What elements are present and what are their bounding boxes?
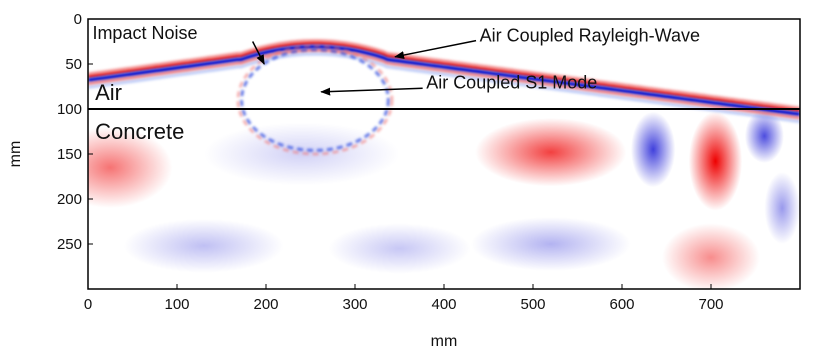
x-tick-label: 700 <box>698 296 723 313</box>
x-tick-label: 500 <box>520 296 545 313</box>
field-blob-positive <box>88 127 173 208</box>
y-tick-label: 100 <box>57 101 82 118</box>
annotation-label: Air Coupled S1 Mode <box>426 72 597 92</box>
rayleigh-wavefront <box>88 39 800 110</box>
x-tick-label: 300 <box>342 296 367 313</box>
field-blob-negative <box>328 223 471 274</box>
y-tick-label: 200 <box>57 191 82 208</box>
region-label-air: Air <box>95 80 122 105</box>
region-labels: Air Concrete <box>95 80 184 144</box>
rayleigh-wavefront <box>88 44 800 117</box>
annotation-arrow <box>320 87 423 96</box>
region-label-concrete: Concrete <box>95 119 184 144</box>
y-tick-label: 50 <box>65 56 82 73</box>
x-tick-label: 0 <box>84 296 92 313</box>
y-axis-ticks: 0 50 100 150 200 250 <box>57 11 93 253</box>
field-blob-negative <box>744 109 784 163</box>
field-blob-positive <box>688 111 743 211</box>
x-axis-title: mm <box>431 333 458 350</box>
rayleigh-wavefront <box>88 49 800 120</box>
annotation-label: Air Coupled Rayleigh-Wave <box>480 26 700 46</box>
field-blob-positive <box>662 223 760 289</box>
x-tick-label: 600 <box>609 296 634 313</box>
impact-noise-front <box>240 48 390 152</box>
annotation-arrow <box>251 41 265 65</box>
field-blob-negative <box>764 172 800 244</box>
annotation-label: Impact Noise <box>92 23 197 43</box>
impact-noise-front <box>236 44 394 156</box>
concrete-wave-field <box>88 109 800 289</box>
field-blob-negative <box>203 122 400 186</box>
y-tick-label: 0 <box>74 11 82 28</box>
field-blob-positive <box>475 118 627 187</box>
annotations: Impact Noise Air Coupled Rayleigh-Wave Air… <box>92 23 700 96</box>
x-tick-label: 100 <box>164 296 189 313</box>
y-tick-label: 250 <box>57 236 82 253</box>
annotation-arrow <box>394 39 477 59</box>
x-tick-label: 200 <box>253 296 278 313</box>
air-wave-field <box>88 39 800 156</box>
field-blob-negative <box>123 218 284 273</box>
x-tick-label: 400 <box>431 296 456 313</box>
field-blob-negative <box>630 111 676 188</box>
plot-area <box>88 19 800 289</box>
rayleigh-wavefront <box>88 41 800 113</box>
field-blob-negative <box>470 217 631 271</box>
y-axis-title: mm <box>7 141 24 168</box>
rayleigh-wavefront <box>88 52 800 124</box>
x-axis-ticks: 0 100 200 300 400 500 600 700 <box>84 284 724 313</box>
y-tick-label: 150 <box>57 146 82 163</box>
